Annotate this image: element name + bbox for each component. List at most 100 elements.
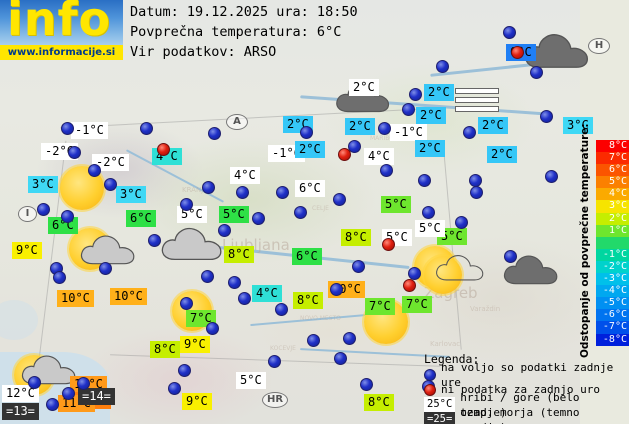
temperature-label[interactable]: 2°C bbox=[478, 117, 508, 134]
temperature-label[interactable]: 5°C bbox=[415, 220, 445, 237]
station-dot[interactable] bbox=[202, 181, 215, 194]
temperature-label[interactable]: 9°C bbox=[182, 393, 212, 410]
station-dot[interactable] bbox=[463, 126, 476, 139]
station-dot[interactable] bbox=[268, 355, 281, 368]
temperature-label[interactable]: -1°C bbox=[390, 124, 427, 141]
station-dot[interactable] bbox=[540, 110, 553, 123]
station-dot[interactable] bbox=[28, 376, 41, 389]
station-dot[interactable] bbox=[276, 186, 289, 199]
station-dot-no-data[interactable] bbox=[157, 143, 170, 156]
temperature-label[interactable]: =14= bbox=[78, 388, 115, 405]
station-dot[interactable] bbox=[294, 206, 307, 219]
temperature-label[interactable]: =13= bbox=[2, 403, 39, 420]
site-logo[interactable]: info www.informacije.si bbox=[0, 0, 123, 60]
station-dot[interactable] bbox=[206, 322, 219, 335]
station-dot[interactable] bbox=[409, 88, 422, 101]
station-dot[interactable] bbox=[68, 146, 81, 159]
station-dot[interactable] bbox=[218, 224, 231, 237]
temperature-label[interactable]: 8°C bbox=[150, 341, 180, 358]
station-dot[interactable] bbox=[545, 170, 558, 183]
temperature-label[interactable]: 7°C bbox=[402, 296, 432, 313]
station-dot[interactable] bbox=[180, 198, 193, 211]
station-dot[interactable] bbox=[236, 186, 249, 199]
temperature-label[interactable]: 6°C bbox=[292, 248, 322, 265]
station-dot[interactable] bbox=[455, 216, 468, 229]
station-dot[interactable] bbox=[343, 332, 356, 345]
station-dot[interactable] bbox=[252, 212, 265, 225]
station-dot[interactable] bbox=[178, 364, 191, 377]
station-dot[interactable] bbox=[436, 60, 449, 73]
temperature-label[interactable]: -1°C bbox=[71, 122, 108, 139]
temperature-label[interactable]: 9°C bbox=[12, 242, 42, 259]
station-dot[interactable] bbox=[378, 122, 391, 135]
station-dot[interactable] bbox=[504, 250, 517, 263]
station-dot[interactable] bbox=[352, 260, 365, 273]
temperature-label[interactable]: 6°C bbox=[126, 210, 156, 227]
station-dot[interactable] bbox=[348, 140, 361, 153]
temperature-label[interactable]: -2°C bbox=[92, 154, 129, 171]
station-dot-no-data[interactable] bbox=[511, 46, 524, 59]
station-dot[interactable] bbox=[503, 26, 516, 39]
temperature-label[interactable]: 8°C bbox=[341, 229, 371, 246]
station-dot[interactable] bbox=[77, 377, 90, 390]
station-dot[interactable] bbox=[88, 164, 101, 177]
temperature-label[interactable]: 5°C bbox=[236, 372, 266, 389]
station-dot[interactable] bbox=[360, 378, 373, 391]
station-dot[interactable] bbox=[208, 127, 221, 140]
station-dot[interactable] bbox=[238, 292, 251, 305]
station-dot[interactable] bbox=[180, 297, 193, 310]
temperature-label[interactable]: 4°C bbox=[230, 167, 260, 184]
station-dot[interactable] bbox=[408, 267, 421, 280]
temperature-label[interactable]: 10°C bbox=[110, 288, 147, 305]
station-dot[interactable] bbox=[470, 186, 483, 199]
station-dot[interactable] bbox=[228, 276, 241, 289]
station-dot[interactable] bbox=[53, 271, 66, 284]
station-dot[interactable] bbox=[530, 66, 543, 79]
temperature-label[interactable]: 4°C bbox=[364, 148, 394, 165]
station-dot[interactable] bbox=[333, 193, 346, 206]
station-dot[interactable] bbox=[37, 203, 50, 216]
station-dot[interactable] bbox=[104, 178, 117, 191]
temperature-label[interactable]: 3°C bbox=[28, 176, 58, 193]
station-dot[interactable] bbox=[275, 303, 288, 316]
temperature-label[interactable]: 2°C bbox=[345, 118, 375, 135]
temperature-label[interactable]: 4°C bbox=[252, 285, 282, 302]
station-dot[interactable] bbox=[61, 122, 74, 135]
temperature-label[interactable]: 2°C bbox=[295, 141, 325, 158]
station-dot[interactable] bbox=[422, 206, 435, 219]
temperature-label[interactable]: 8°C bbox=[293, 292, 323, 309]
station-dot[interactable] bbox=[469, 174, 482, 187]
station-dot[interactable] bbox=[418, 174, 431, 187]
station-dot[interactable] bbox=[330, 283, 343, 296]
station-dot[interactable] bbox=[380, 164, 393, 177]
station-dot[interactable] bbox=[62, 387, 75, 400]
station-dot[interactable] bbox=[46, 398, 59, 411]
temperature-label[interactable]: 8°C bbox=[224, 246, 254, 263]
station-dot[interactable] bbox=[300, 126, 313, 139]
temperature-label[interactable]: 7°C bbox=[365, 298, 395, 315]
station-dot-no-data[interactable] bbox=[382, 238, 395, 251]
station-dot[interactable] bbox=[140, 122, 153, 135]
temperature-label[interactable]: 2°C bbox=[415, 140, 445, 157]
station-dot[interactable] bbox=[402, 103, 415, 116]
temperature-label[interactable]: 6°C bbox=[295, 180, 325, 197]
station-dot[interactable] bbox=[334, 352, 347, 365]
temperature-label[interactable]: 2°C bbox=[349, 79, 379, 96]
station-dot[interactable] bbox=[61, 210, 74, 223]
station-dot-no-data[interactable] bbox=[338, 148, 351, 161]
temperature-label[interactable]: 2°C bbox=[416, 107, 446, 124]
temperature-label[interactable]: 5°C bbox=[219, 206, 249, 223]
temperature-label[interactable]: 5°C bbox=[381, 196, 411, 213]
temperature-label[interactable]: 3°C bbox=[116, 186, 146, 203]
station-dot[interactable] bbox=[307, 334, 320, 347]
temperature-label[interactable]: 2°C bbox=[487, 146, 517, 163]
station-dot[interactable] bbox=[201, 270, 214, 283]
temperature-label[interactable]: 9°C bbox=[180, 336, 210, 353]
station-dot[interactable] bbox=[168, 382, 181, 395]
temperature-label[interactable]: 2°C bbox=[424, 84, 454, 101]
station-dot[interactable] bbox=[99, 262, 112, 275]
station-dot[interactable] bbox=[148, 234, 161, 247]
temperature-label[interactable]: 10°C bbox=[57, 290, 94, 307]
temperature-label[interactable]: 8°C bbox=[364, 394, 394, 411]
station-dot-no-data[interactable] bbox=[403, 279, 416, 292]
